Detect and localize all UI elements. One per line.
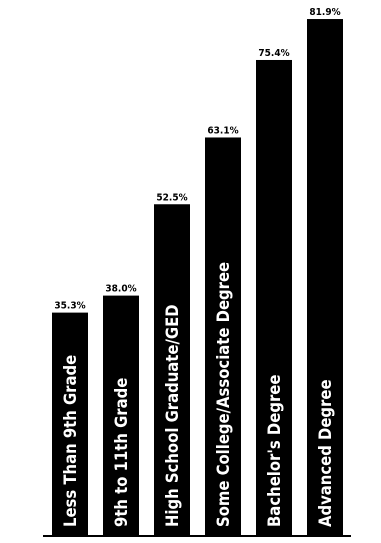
bars-group bbox=[52, 19, 343, 535]
value-label-bachelor-s-degree: 75.4% bbox=[258, 48, 289, 59]
value-label-advanced-degree: 81.9% bbox=[309, 7, 340, 18]
category-label-advanced-degree: Advanced Degree bbox=[316, 379, 335, 527]
category-label-bachelor-s-degree: Bachelor's Degree bbox=[265, 375, 284, 527]
category-label-less-than-9th-grade: Less Than 9th Grade bbox=[61, 355, 80, 527]
value-label-high-school-graduate-ged: 52.5% bbox=[156, 192, 187, 203]
category-label-high-school-graduate-ged: High School Graduate/GED bbox=[163, 304, 182, 527]
category-label-9th-to-11th-grade: 9th to 11th Grade bbox=[112, 378, 131, 527]
bar-less-than-9th-grade bbox=[52, 312, 88, 535]
category-label-some-college-associate-degree: Some College/Associate Degree bbox=[214, 262, 233, 527]
bar-high-school-graduate-ged bbox=[154, 204, 190, 535]
value-labels-group: 35.3% 38.0% 52.5% 63.1% 75.4% 81.9% bbox=[54, 7, 340, 312]
bar-advanced-degree bbox=[307, 19, 343, 535]
value-label-less-than-9th-grade: 35.3% bbox=[54, 301, 85, 312]
value-label-some-college-associate-degree: 63.1% bbox=[207, 125, 238, 136]
value-label-9th-to-11th-grade: 38.0% bbox=[105, 284, 136, 295]
bar-9th-to-11th-grade bbox=[103, 295, 139, 535]
category-labels-group: Less Than 9th Grade 9th to 11th Grade High… bbox=[61, 262, 335, 527]
bar-bachelor-s-degree bbox=[256, 59, 292, 535]
bar-some-college-associate-degree bbox=[205, 137, 241, 535]
